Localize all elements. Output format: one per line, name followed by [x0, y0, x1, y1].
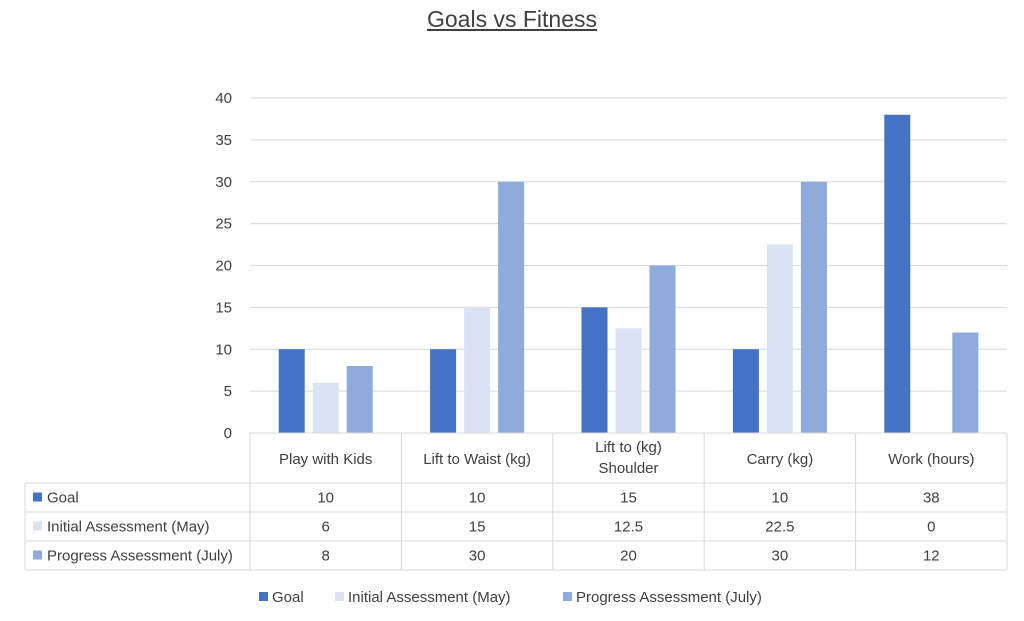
series-key — [33, 492, 42, 502]
category-label: Lift to (kg) — [595, 439, 662, 456]
category-label: Shoulder — [598, 460, 658, 477]
series-key — [33, 550, 42, 560]
bar — [278, 349, 305, 433]
data-label: 22.5 — [765, 519, 794, 536]
y-tick-label: 15 — [215, 299, 232, 316]
data-label: 10 — [772, 490, 789, 507]
y-tick-label: 20 — [215, 258, 232, 275]
data-label: 20 — [620, 548, 637, 565]
category-label: Play with Kids — [279, 451, 372, 468]
bar — [581, 307, 608, 433]
data-label: 10 — [317, 490, 334, 507]
y-tick-label: 10 — [215, 341, 232, 358]
data-label: 15 — [620, 490, 637, 507]
series-name: Goal — [47, 490, 79, 507]
data-label: 15 — [469, 519, 486, 536]
category-label: Lift to Waist (kg) — [423, 451, 531, 468]
y-tick-label: 35 — [215, 132, 232, 149]
legend-label: Initial Assessment (May) — [348, 589, 511, 606]
y-tick-label: 5 — [224, 383, 232, 400]
bar — [800, 181, 827, 433]
data-label: 12.5 — [614, 519, 643, 536]
bar — [952, 332, 979, 433]
chart-title: Goals vs Fitness — [427, 6, 597, 32]
series-name: Initial Assessment (May) — [47, 519, 210, 536]
data-label: 0 — [927, 519, 935, 536]
legend-label: Goal — [272, 589, 304, 606]
y-tick-label: 40 — [215, 90, 232, 107]
bar — [346, 366, 373, 433]
legend-key — [335, 592, 344, 601]
bar — [464, 307, 491, 433]
data-label: 38 — [923, 490, 940, 507]
y-tick-label: 0 — [224, 425, 232, 442]
data-label: 30 — [772, 548, 789, 565]
series-name: Progress Assessment (July) — [47, 548, 233, 565]
y-tick-label: 30 — [215, 174, 232, 191]
data-label: 8 — [322, 548, 330, 565]
legend-key — [259, 592, 268, 601]
bar — [498, 181, 525, 433]
bar — [732, 349, 759, 433]
data-label: 10 — [469, 490, 486, 507]
bar — [615, 328, 642, 433]
legend-label: Progress Assessment (July) — [576, 589, 762, 606]
series-key — [33, 521, 42, 531]
data-label: 12 — [923, 548, 940, 565]
bar — [766, 244, 793, 433]
bar — [430, 349, 457, 433]
category-label: Carry (kg) — [747, 451, 814, 468]
data-label: 6 — [322, 519, 330, 536]
bar — [649, 265, 676, 433]
data-label: 30 — [469, 548, 486, 565]
bar — [884, 114, 911, 433]
bar — [312, 382, 339, 433]
legend-key — [563, 592, 572, 601]
category-label: Work (hours) — [888, 451, 974, 468]
y-tick-label: 25 — [215, 216, 232, 233]
